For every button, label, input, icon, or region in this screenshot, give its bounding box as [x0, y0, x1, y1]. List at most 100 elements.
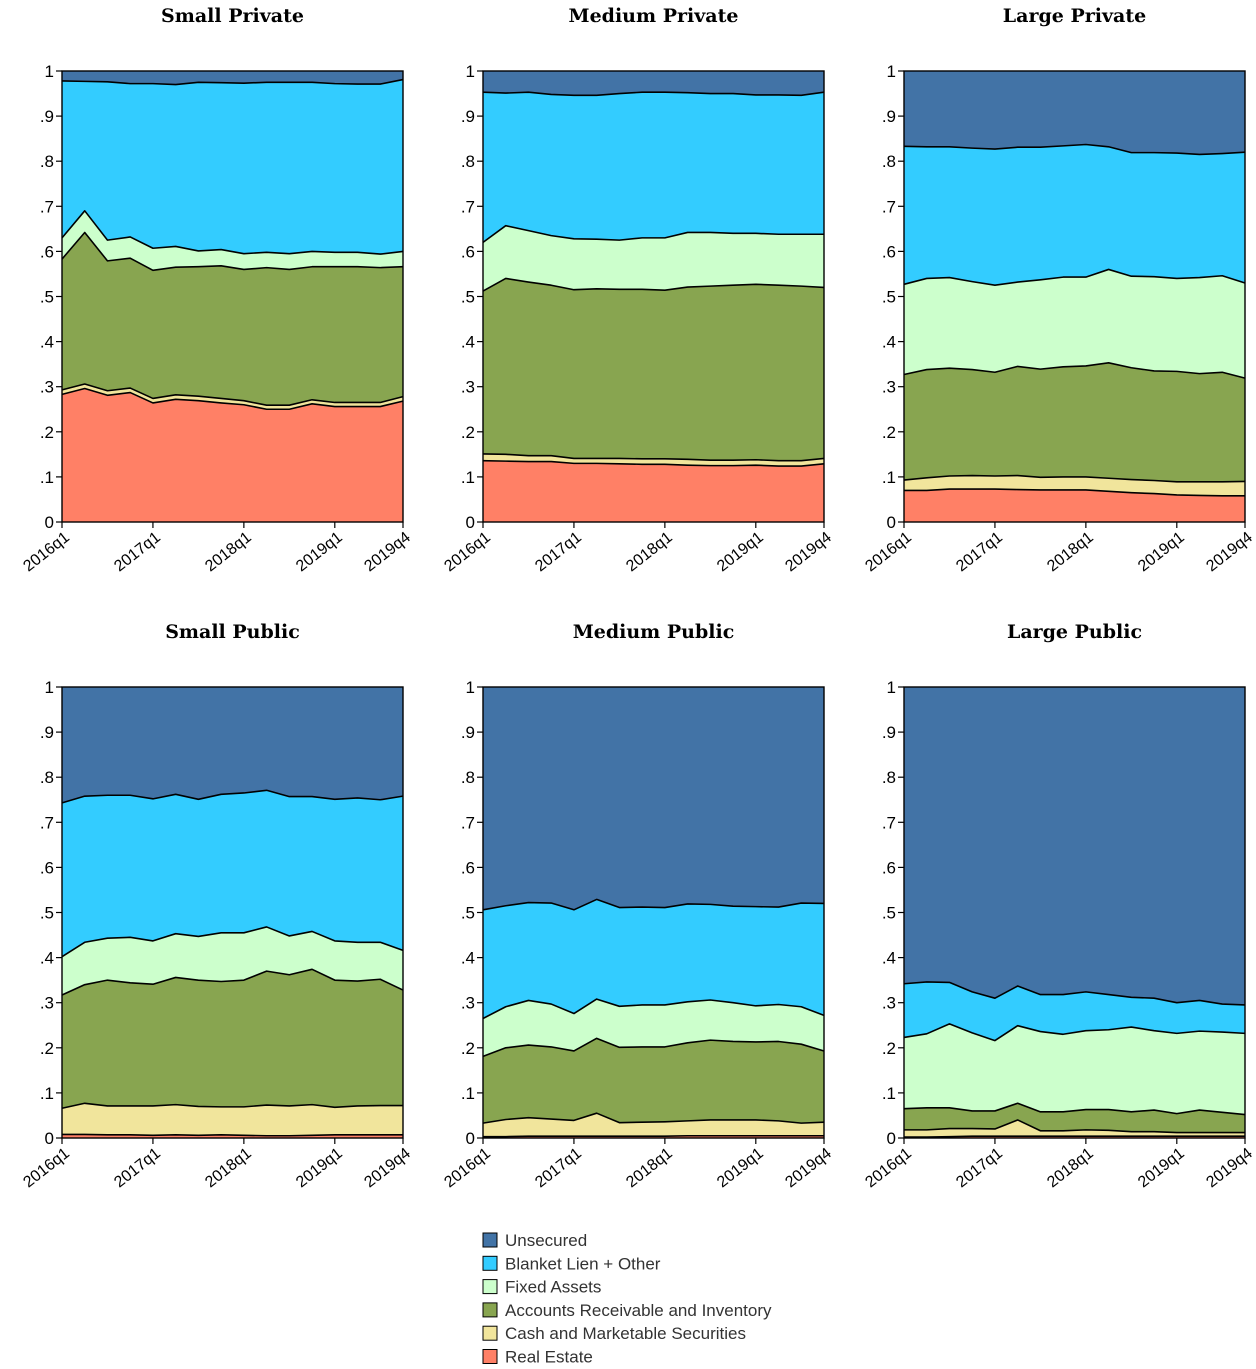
legend-swatch: [482, 1255, 498, 1271]
area-blanket: [483, 899, 824, 1019]
panel-title: Large Private: [1003, 5, 1146, 27]
panel-small-private: Small Private 0 .1 .2 .3 .4 .5 .6 .7 .8 .9 1 2016q1 2…: [20, 5, 414, 575]
x-tick-label: 2019q4: [782, 1145, 835, 1191]
x-tick-label: 2019q4: [1203, 529, 1256, 575]
area-blanket: [904, 981, 1245, 1041]
y-tick-label: 0: [466, 513, 475, 532]
line-cash: [61, 1102, 403, 1110]
area-blanket: [904, 144, 1245, 286]
line-ar: [903, 1102, 1246, 1116]
line-ar: [903, 361, 1246, 379]
line-fixed: [61, 926, 404, 958]
area-blanket: [62, 790, 403, 957]
area-ar: [483, 1038, 824, 1124]
y-tick-label: .5: [40, 904, 54, 923]
y-tick-label: .4: [882, 333, 896, 352]
y-tick-label: .8: [461, 152, 475, 171]
area-fixed: [904, 1023, 1245, 1115]
x-tick-label: 2018q1: [623, 529, 676, 575]
legend-item-ar: Accounts Receivable and Inventory: [482, 1301, 772, 1320]
legend-label: Real Estate: [505, 1348, 593, 1367]
x-tick-label: 2018q1: [623, 1145, 676, 1191]
y-tick-label: .8: [40, 768, 54, 787]
y-tick-label: .3: [40, 994, 54, 1013]
x-tick-label: 2016q1: [862, 1145, 915, 1191]
x-tick-label: 2019q1: [1135, 529, 1188, 575]
line-cash: [482, 1112, 825, 1124]
line-cash: [482, 453, 825, 462]
y-tick-label: .4: [40, 949, 54, 968]
legend-item-unsecured: Unsecured: [482, 1231, 587, 1250]
x-tick-label: 2019q4: [782, 529, 835, 575]
x-tick-label: 2019q1: [293, 529, 346, 575]
y-tick-label: .8: [882, 768, 896, 787]
y-tick-label: .7: [40, 197, 54, 216]
line-blanket: [903, 143, 1246, 156]
y-tick-label: 0: [45, 513, 54, 532]
legend-swatch: [482, 1279, 498, 1295]
chart-legend: Unsecured Blanket Lien + Other Fixed Asset…: [482, 1231, 772, 1367]
legend-item-cash: Cash and Marketable Securities: [482, 1324, 746, 1343]
x-tick-label: 2018q1: [202, 529, 255, 575]
legend-swatch: [482, 1349, 498, 1364]
y-tick-label: .4: [40, 333, 54, 352]
y-tick-label: .9: [40, 107, 54, 126]
chart-panels: Small Private 0 .1 .2 .3 .4 .5 .6 .7 .8 .9 1 2016q1 2…: [20, 5, 1256, 1191]
x-tick-label: 2017q1: [532, 529, 585, 575]
area-unsecured: [483, 687, 824, 910]
y-tick-label: .3: [40, 378, 54, 397]
y-tick-label: .3: [882, 378, 896, 397]
area-ar: [62, 232, 403, 406]
line-ar: [61, 968, 404, 996]
y-tick-label: .5: [40, 288, 54, 307]
line-fixed: [482, 224, 824, 244]
line-cash: [904, 1119, 1245, 1134]
area-unsecured: [904, 71, 1245, 155]
y-tick-label: .8: [882, 152, 896, 171]
y-tick-label: .9: [882, 107, 896, 126]
y-tick-label: .3: [882, 994, 896, 1013]
panel-medium-private: Medium Private 0 .1 .2 .3 .4 .5 .6 .7 .8 .9 1 2016q1…: [441, 5, 835, 575]
y-tick-label: 1: [466, 62, 475, 81]
legend-swatch: [482, 1232, 498, 1248]
area-fixed: [483, 225, 824, 292]
legend-label: Cash and Marketable Securities: [505, 1324, 746, 1343]
y-tick-label: .2: [461, 1039, 475, 1058]
y-tick-label: .5: [882, 288, 896, 307]
y-tick-label: .4: [461, 949, 475, 968]
y-tick-label: 1: [887, 678, 896, 697]
area-re: [62, 388, 403, 522]
line-re: [483, 1134, 824, 1138]
y-tick-label: 0: [887, 513, 896, 532]
y-tick-label: .7: [882, 813, 896, 832]
panel-title: Medium Public: [573, 621, 735, 643]
y-tick-label: .8: [40, 152, 54, 171]
legend-label: Unsecured: [505, 1231, 587, 1250]
area-ar: [904, 362, 1245, 482]
area-unsecured: [904, 687, 1245, 1005]
x-tick-label: 2019q1: [714, 1145, 767, 1191]
y-tick-label: .7: [461, 197, 475, 216]
y-tick-label: .1: [40, 1084, 54, 1103]
line-cash: [61, 383, 404, 406]
legend-label: Blanket Lien + Other: [505, 1254, 661, 1273]
panel-small-public: Small Public 0 .1 .2 .3 .4 .5 .6 .7 .8 .9 1 2016q1 20…: [20, 621, 414, 1191]
y-tick-label: 1: [466, 678, 475, 697]
area-re: [904, 489, 1245, 522]
x-tick-label: 2017q1: [532, 1145, 585, 1191]
area-ar: [904, 1103, 1245, 1133]
x-tick-label: 2017q1: [953, 1145, 1006, 1191]
area-cash: [904, 1119, 1245, 1138]
panel-title: Medium Private: [569, 5, 739, 27]
x-tick-label: 2019q4: [361, 1145, 414, 1191]
x-tick-label: 2019q1: [1135, 1145, 1188, 1191]
x-tick-label: 2017q1: [953, 529, 1006, 575]
area-fixed: [483, 999, 824, 1057]
y-tick-label: .8: [461, 768, 475, 787]
legend-label: Fixed Assets: [505, 1278, 601, 1297]
x-tick-label: 2018q1: [1044, 529, 1097, 575]
line-ar: [482, 1037, 825, 1058]
y-tick-label: .2: [40, 423, 54, 442]
panel-title: Small Private: [161, 5, 304, 27]
